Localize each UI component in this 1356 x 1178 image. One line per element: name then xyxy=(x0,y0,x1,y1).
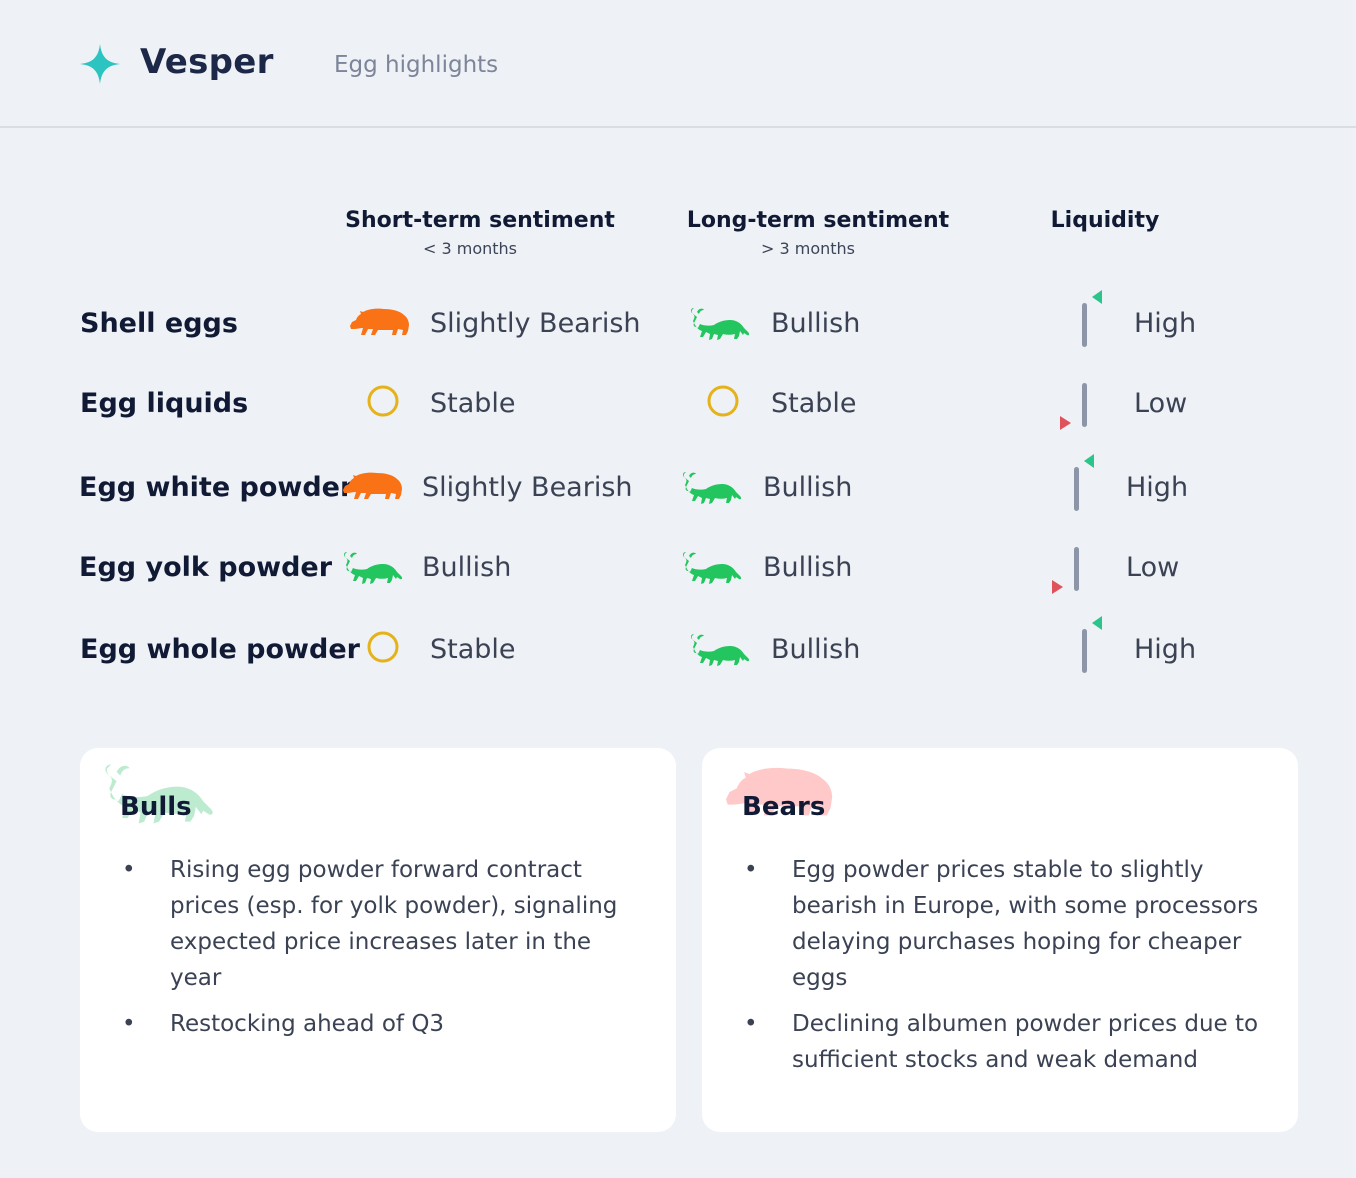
column-subtitle: > 3 months xyxy=(760,239,856,258)
row-label: Egg liquids xyxy=(80,388,249,419)
long-term-value: Stable xyxy=(771,388,857,419)
circle-icon xyxy=(367,385,399,417)
bulls-title: Bulls xyxy=(120,792,192,822)
list-item: • Egg powder prices stable to slightly be… xyxy=(742,852,1262,996)
bullet: • xyxy=(744,1011,758,1037)
circle-icon xyxy=(707,385,739,417)
circle-icon xyxy=(367,631,399,663)
short-term-value: Stable xyxy=(430,388,516,419)
list-item-text: Declining albumen powder prices due to s… xyxy=(792,1011,1259,1073)
row-label: Shell eggs xyxy=(80,308,238,339)
bear-icon xyxy=(343,472,402,499)
column-header-liquidity: Liquidity xyxy=(1040,208,1170,233)
liquidity-up-icon xyxy=(1082,290,1102,347)
row-label: Egg yolk powder xyxy=(79,552,333,583)
liquidity-value: Low xyxy=(1134,388,1188,419)
bulls-list: • Rising egg powder forward contract pric… xyxy=(120,852,640,1052)
row-label: Egg whole powder xyxy=(80,634,360,665)
list-item-text: Rising egg powder forward contract price… xyxy=(170,857,618,991)
bears-card: Bears • Egg powder prices stable to sligh… xyxy=(702,748,1298,1132)
bulls-card: Bulls • Rising egg powder forward contrac… xyxy=(80,748,676,1132)
long-term-value: Bullish xyxy=(763,472,853,503)
liquidity-value: High xyxy=(1126,472,1189,503)
bull-icon xyxy=(682,552,742,584)
bull-icon xyxy=(690,308,750,340)
column-title: Long-term sentiment xyxy=(686,208,950,233)
bears-list: • Egg powder prices stable to slightly be… xyxy=(742,852,1262,1088)
short-term-value: Stable xyxy=(430,634,516,665)
list-item-text: Egg powder prices stable to slightly bea… xyxy=(792,857,1259,991)
liquidity-value: Low xyxy=(1126,552,1180,583)
page-title: Egg highlights xyxy=(334,52,499,78)
sparkle-icon xyxy=(80,44,120,84)
liquidity-down-icon xyxy=(1060,383,1087,430)
short-term-value: Slightly Bearish xyxy=(422,472,633,503)
column-title: Liquidity xyxy=(1050,208,1160,233)
list-item: • Declining albumen powder prices due to … xyxy=(742,1006,1262,1078)
bear-icon xyxy=(350,308,409,335)
list-item-text: Restocking ahead of Q3 xyxy=(170,1011,445,1037)
column-subtitle: < 3 months xyxy=(422,239,518,258)
app-header: Vesper Egg highlights xyxy=(0,0,1356,128)
column-header-long-term: Long-term sentiment > 3 months xyxy=(680,208,956,258)
short-term-value: Slightly Bearish xyxy=(430,308,641,339)
liquidity-value: High xyxy=(1134,634,1197,665)
liquidity-value: High xyxy=(1134,308,1197,339)
liquidity-up-icon xyxy=(1082,616,1102,673)
liquidity-down-icon xyxy=(1052,547,1079,594)
row-label: Egg white powder xyxy=(79,472,354,503)
bears-title: Bears xyxy=(742,792,826,822)
bullet: • xyxy=(122,857,136,883)
long-term-value: Bullish xyxy=(771,308,861,339)
bull-icon xyxy=(682,472,742,504)
column-title: Short-term sentiment xyxy=(345,208,615,233)
list-item: • Rising egg powder forward contract pric… xyxy=(120,852,640,996)
column-header-short-term: Short-term sentiment < 3 months xyxy=(340,208,620,258)
bullet: • xyxy=(122,1011,136,1037)
liquidity-up-icon xyxy=(1074,454,1094,511)
bullet: • xyxy=(744,857,758,883)
brand-name[interactable]: Vesper xyxy=(140,42,274,82)
list-item: • Restocking ahead of Q3 xyxy=(120,1006,640,1042)
long-term-value: Bullish xyxy=(763,552,853,583)
long-term-value: Bullish xyxy=(771,634,861,665)
bull-icon xyxy=(690,634,750,666)
bull-icon xyxy=(343,552,403,584)
short-term-value: Bullish xyxy=(422,552,512,583)
